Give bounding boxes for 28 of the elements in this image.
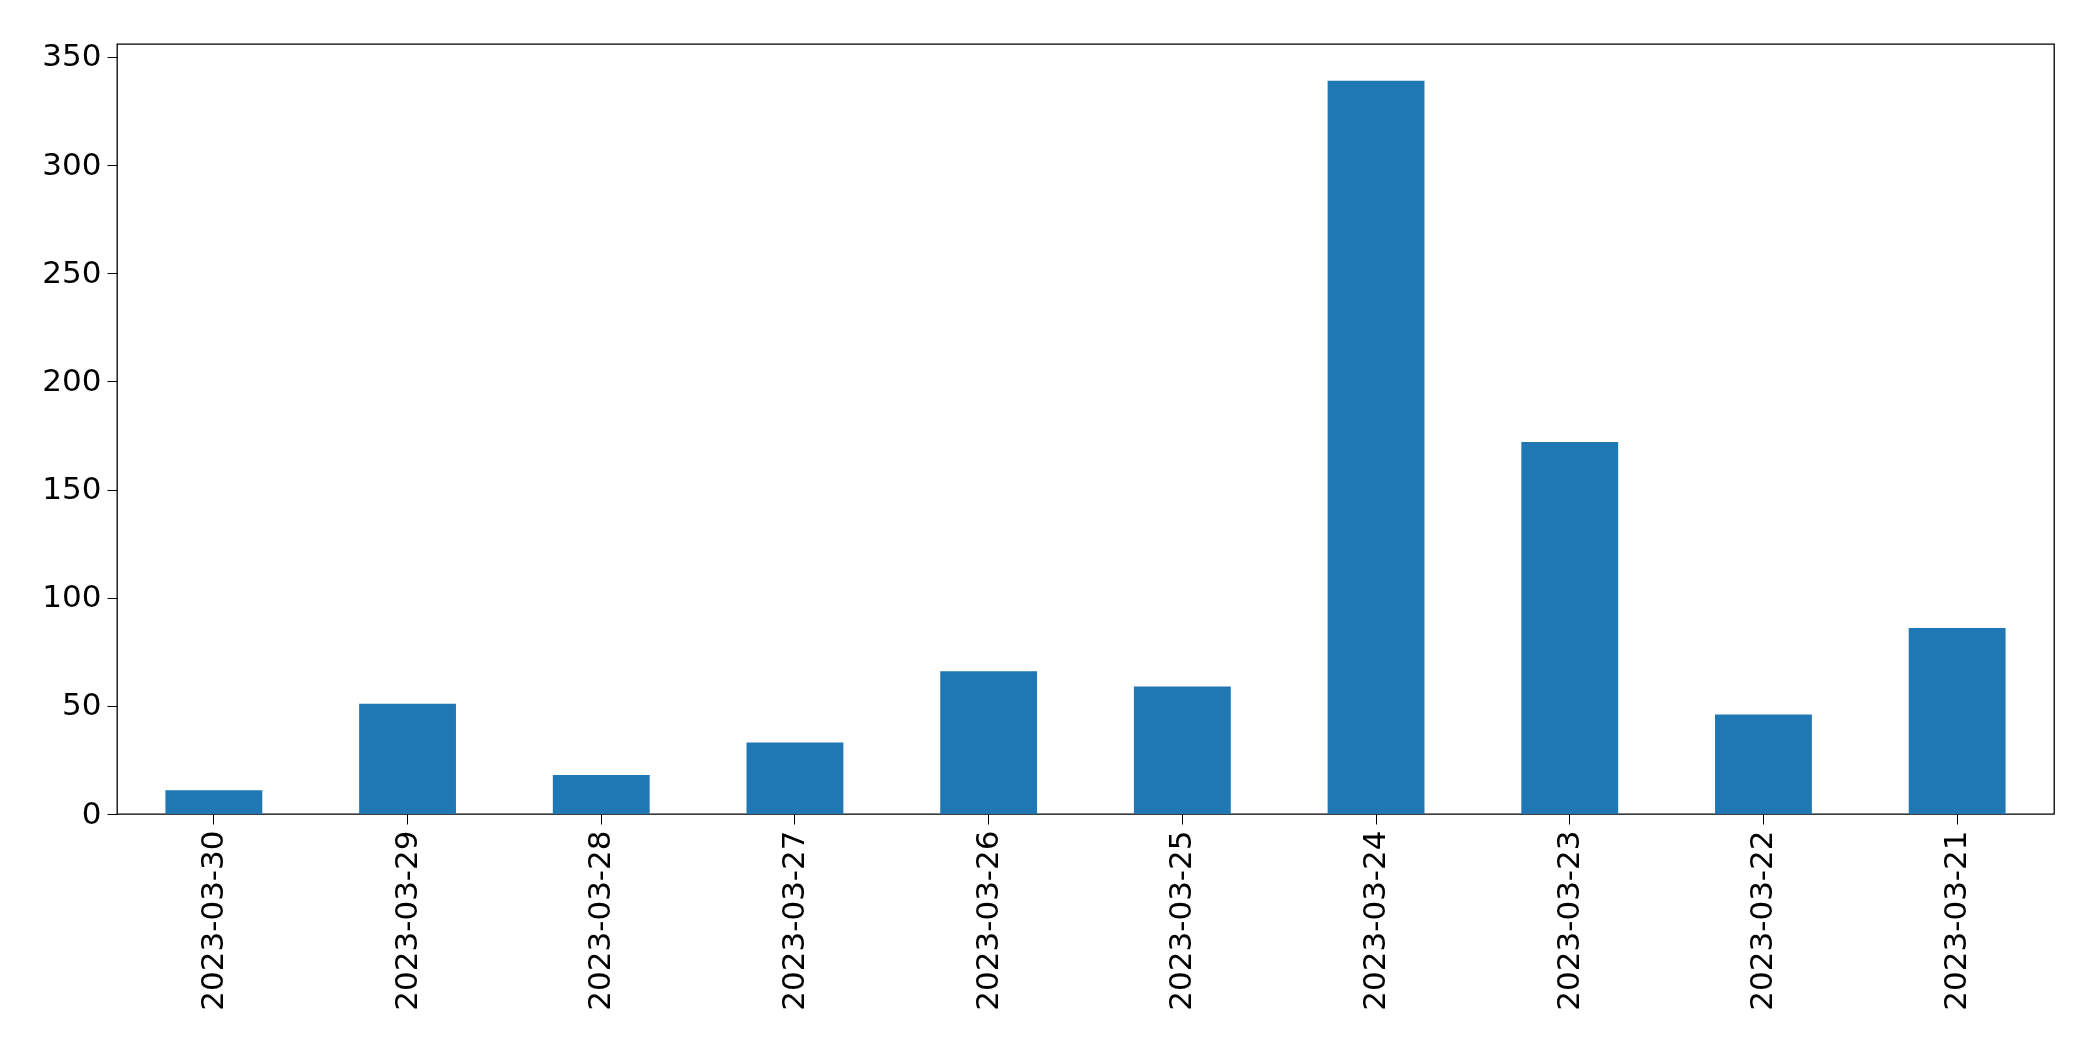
y-tick-label: 50: [62, 686, 102, 723]
x-tick-label: 2023-03-23: [1549, 830, 1586, 1011]
y-tick-label: 250: [42, 253, 102, 290]
bar: [1521, 441, 1619, 814]
y-tick-label: 100: [42, 578, 102, 615]
y-tick-label: 350: [42, 37, 102, 74]
x-tick-label: 2023-03-25: [1162, 830, 1199, 1011]
x-tick-label: 2023-03-21: [1937, 830, 1974, 1011]
bar: [1327, 80, 1425, 814]
bar: [165, 790, 263, 814]
y-tick-label: 0: [81, 794, 102, 831]
bar: [1715, 714, 1812, 814]
y-tick-label: 200: [42, 361, 102, 398]
x-tick-label: 2023-03-22: [1743, 830, 1780, 1011]
bar: [746, 742, 844, 814]
bar: [1908, 627, 2006, 814]
x-tick-label: 2023-03-28: [581, 830, 618, 1011]
bar: [359, 703, 456, 814]
bar: [552, 775, 650, 814]
x-tick-label: 2023-03-30: [193, 830, 230, 1011]
bar: [940, 671, 1038, 814]
y-tick-label: 300: [42, 145, 102, 182]
bar: [1133, 686, 1231, 814]
x-tick-label: 2023-03-24: [1356, 830, 1393, 1011]
x-tick-label: 2023-03-29: [387, 830, 424, 1011]
x-tick-label: 2023-03-26: [968, 830, 1005, 1011]
x-tick-label: 2023-03-27: [774, 830, 811, 1011]
y-tick-label: 150: [42, 470, 102, 507]
